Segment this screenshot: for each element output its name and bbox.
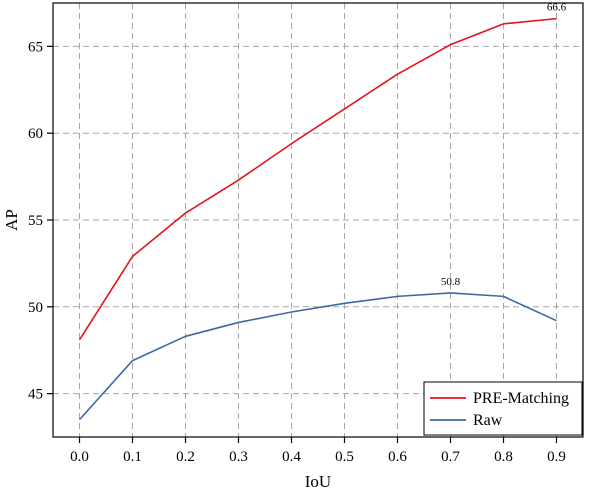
legend-box (423, 381, 583, 436)
series-lines (78, 17, 557, 421)
legend-label: Raw (473, 412, 503, 429)
x-tick-label: 0.3 (229, 449, 248, 465)
y-tick-label: 45 (28, 387, 43, 403)
x-tick-label: 0.2 (176, 449, 195, 465)
y-tick-label: 60 (28, 126, 43, 142)
axis-ticks: 0.0 0.1 0.2 0.3 0.4 0.5 0.6 0.7 0.8 0.9 45 50 55 60 65 (28, 39, 566, 465)
y-tick-label: 55 (28, 213, 43, 229)
x-axis-title: IoU (305, 472, 331, 491)
x-tick-label: 0.0 (70, 449, 89, 465)
data-labels: 66.6 50.8 (441, 2, 567, 288)
series-line-raw (78, 292, 557, 421)
y-axis-title: AP (2, 209, 21, 231)
data-label: 66.6 (547, 2, 567, 14)
y-tick-label: 65 (28, 39, 43, 55)
x-tick-label: 0.7 (441, 449, 460, 465)
x-tick-label: 0.6 (388, 449, 407, 465)
x-tick-label: 0.5 (335, 449, 354, 465)
x-tick-label: 0.1 (123, 449, 142, 465)
series-line-pre-matching (78, 17, 557, 341)
legend-label: PRE-Matching (473, 390, 569, 407)
x-tick-label: 0.8 (494, 449, 513, 465)
data-label: 50.8 (441, 276, 461, 288)
x-tick-label: 0.9 (547, 449, 566, 465)
legend: PRE-Matching Raw (423, 381, 583, 436)
y-tick-label: 50 (28, 300, 43, 316)
x-tick-label: 0.4 (282, 449, 301, 465)
grid (53, 3, 583, 437)
